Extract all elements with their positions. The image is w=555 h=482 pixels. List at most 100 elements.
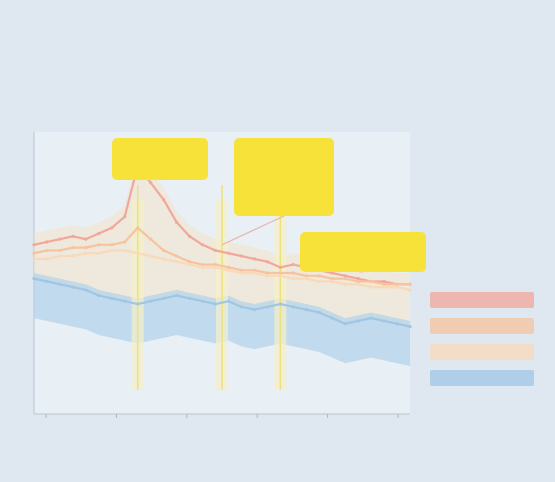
data-point-s2-0 [32, 257, 36, 261]
data-point-s2-29 [408, 288, 412, 292]
data-point-s1-6 [110, 243, 114, 247]
data-point-s2-7 [123, 248, 127, 253]
band-upper [34, 154, 410, 327]
callout-leader-1 [221, 215, 285, 246]
data-point-s0-11 [175, 220, 179, 224]
data-point-s0-15 [226, 251, 231, 255]
data-point-s0-17 [252, 257, 257, 261]
data-point-s2-8 [136, 251, 140, 255]
data-point-s2-9 [149, 254, 153, 258]
data-point-s3-22 [317, 310, 321, 315]
data-point-s3-25 [356, 319, 360, 323]
data-point-s1-8 [136, 226, 140, 230]
data-point-s1-15 [226, 265, 231, 269]
data-point-s0-7 [123, 215, 127, 219]
data-point-s3-2 [58, 282, 62, 286]
data-point-s3-19 [278, 302, 282, 306]
data-point-s1-24 [343, 277, 347, 281]
data-point-s2-6 [110, 248, 114, 253]
data-point-s2-28 [395, 285, 399, 289]
data-point-s3-28 [395, 322, 399, 326]
data-point-s2-2 [58, 254, 62, 258]
data-point-s2-16 [239, 271, 244, 275]
data-point-s3-15 [226, 299, 231, 303]
data-point-s1-12 [187, 260, 192, 264]
data-point-s3-18 [265, 305, 269, 309]
data-point-s1-4 [84, 246, 88, 250]
data-point-s0-2 [58, 237, 62, 241]
data-point-s1-21 [304, 274, 308, 278]
data-point-s2-21 [304, 277, 308, 281]
data-point-s1-26 [369, 279, 373, 284]
data-point-s2-22 [317, 279, 321, 284]
data-point-s0-4 [84, 237, 88, 241]
data-point-s3-4 [84, 288, 88, 292]
legend-swatch-0 [430, 292, 534, 308]
data-point-s1-17 [252, 268, 257, 272]
data-point-s0-1 [45, 240, 49, 244]
data-point-s1-16 [239, 268, 244, 272]
data-point-s3-21 [304, 308, 308, 312]
data-point-s3-6 [110, 296, 114, 300]
data-point-s1-7 [123, 240, 127, 244]
data-point-s2-3 [71, 254, 75, 258]
data-point-s0-13 [200, 243, 205, 247]
data-point-s0-0 [32, 243, 36, 247]
data-point-s2-5 [97, 251, 101, 255]
data-point-s2-17 [252, 271, 257, 275]
data-point-s3-24 [343, 322, 347, 326]
data-point-s2-23 [330, 279, 334, 284]
data-point-s1-28 [395, 282, 399, 286]
data-point-s3-20 [291, 305, 295, 309]
series-line-3 [33, 277, 411, 328]
data-point-s1-25 [356, 279, 360, 284]
data-point-s3-29 [408, 324, 412, 329]
data-point-s3-3 [71, 285, 75, 289]
data-point-s1-20 [291, 271, 295, 275]
data-point-s3-17 [252, 308, 257, 312]
legend-swatch-3 [430, 370, 534, 386]
data-point-s0-3 [71, 234, 75, 238]
data-point-s2-20 [291, 277, 295, 281]
data-point-s3-27 [382, 319, 386, 323]
data-point-s2-19 [278, 274, 282, 278]
data-point-s0-27 [382, 279, 386, 284]
data-point-s2-26 [369, 285, 373, 289]
data-point-s3-13 [200, 299, 205, 303]
data-point-s2-4 [84, 251, 88, 255]
data-point-s1-27 [382, 282, 386, 286]
data-point-s0-5 [97, 231, 101, 236]
data-point-s3-7 [123, 299, 127, 303]
data-point-s0-18 [265, 260, 269, 264]
data-point-s1-14 [213, 262, 218, 267]
data-point-s3-14 [213, 302, 218, 306]
data-point-s0-10 [162, 198, 166, 202]
data-point-s1-10 [162, 248, 166, 253]
callout-box-2 [300, 232, 426, 272]
data-point-s2-13 [200, 265, 205, 269]
data-point-s1-11 [175, 254, 179, 258]
data-point-s1-9 [149, 237, 153, 241]
data-point-s0-25 [356, 277, 360, 281]
data-point-s1-0 [32, 251, 36, 255]
data-point-s1-2 [58, 248, 62, 253]
data-point-s0-12 [187, 234, 192, 238]
data-point-s3-11 [175, 293, 179, 298]
data-point-s0-16 [239, 254, 244, 258]
data-point-s3-23 [330, 316, 334, 320]
data-point-s1-18 [265, 271, 269, 275]
data-point-s3-5 [97, 293, 101, 298]
data-point-s1-1 [45, 248, 49, 253]
data-point-s0-9 [149, 181, 153, 185]
data-point-s2-1 [45, 257, 49, 261]
data-point-s2-25 [356, 282, 360, 286]
data-point-s3-1 [45, 279, 49, 284]
data-point-s3-16 [239, 305, 244, 309]
callout-box-1 [234, 138, 334, 216]
data-point-s2-24 [343, 282, 347, 286]
data-point-s3-26 [369, 316, 373, 320]
series-line-2 [34, 249, 411, 291]
callout-box-0 [112, 138, 208, 180]
